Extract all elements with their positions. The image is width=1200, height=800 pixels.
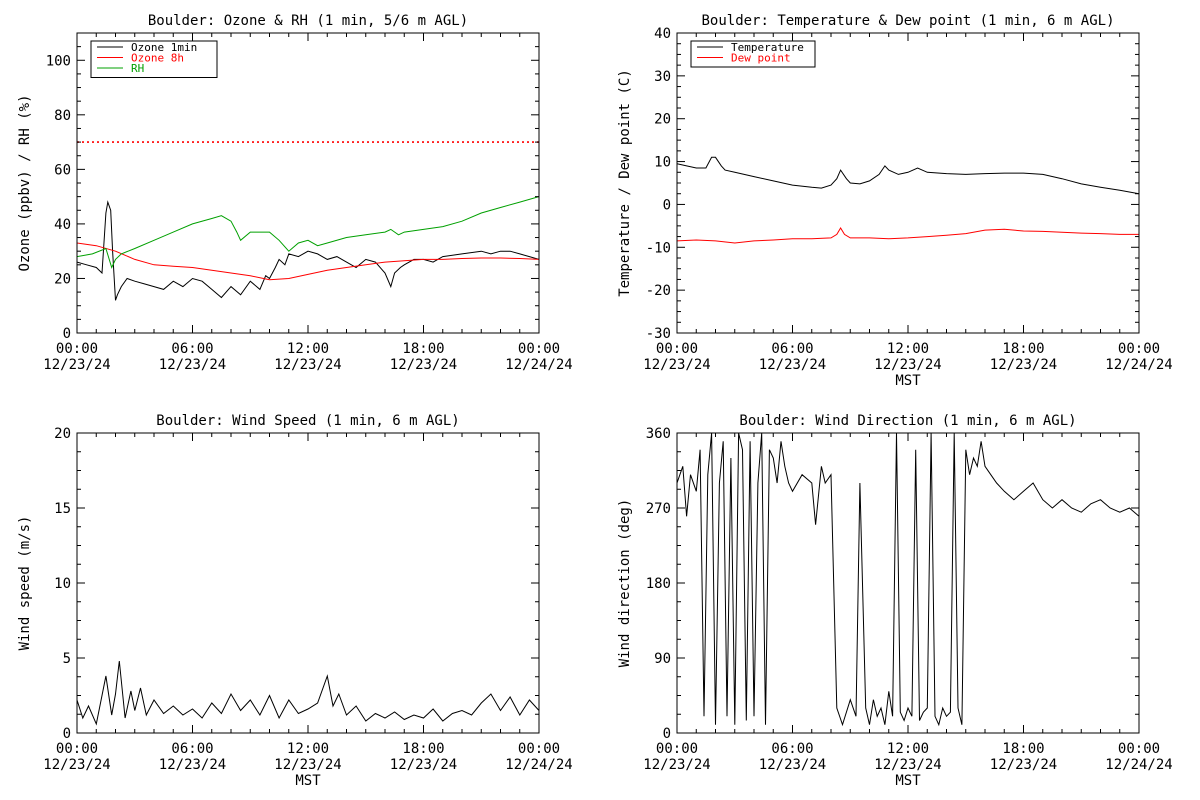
x-tick-label-date: 12/24/24 (1105, 757, 1172, 773)
x-tick-label-time: 12:00 (287, 741, 329, 757)
y-tick-label: 20 (54, 271, 71, 287)
y-tick-label: -10 (646, 240, 671, 256)
x-tick-label-time: 06:00 (171, 741, 213, 757)
x-tick-label-date: 12/23/24 (159, 357, 226, 373)
y-axis-label: Wind speed (m/s) (17, 516, 33, 651)
x-tick-label-date: 12/23/24 (643, 757, 710, 773)
x-tick-label-time: 06:00 (771, 341, 813, 357)
y-tick-label: -20 (646, 283, 671, 299)
y-tick-label: 180 (646, 576, 671, 592)
x-axis-label: MST (295, 773, 321, 789)
series-line-ozone-8h (77, 242, 539, 281)
y-axis-label: Wind direction (deg) (617, 499, 633, 668)
legend-label: Dew point (731, 52, 791, 65)
x-tick-label-date: 12/23/24 (990, 357, 1057, 373)
y-axis-label: Ozone (ppbv) / RH (%) (17, 94, 33, 271)
legend-label: RH (131, 62, 144, 75)
plot-frame (76, 432, 540, 734)
y-tick-label: 80 (54, 108, 71, 124)
y-tick-label: 0 (63, 326, 71, 342)
x-tick-label-date: 12/23/24 (759, 357, 826, 373)
y-tick-label: 10 (654, 155, 671, 171)
x-tick-label-date: 12/23/24 (759, 757, 826, 773)
x-tick-label-time: 00:00 (656, 341, 698, 357)
x-tick-label-time: 12:00 (887, 741, 929, 757)
x-tick-label-date: 12/23/24 (643, 357, 710, 373)
series-line-ozone-1min (77, 200, 539, 301)
y-tick-label: 40 (654, 26, 671, 42)
chart-title: Boulder: Ozone & RH (1 min, 5/6 m AGL) (148, 13, 468, 29)
y-tick-label: 0 (663, 726, 671, 742)
x-tick-label-time: 18:00 (402, 741, 444, 757)
x-tick-label-date: 12/23/24 (874, 757, 941, 773)
legend-label: Temperature (731, 41, 804, 54)
x-tick-label-date: 12/23/24 (874, 357, 941, 373)
plot-frame (676, 32, 1140, 334)
panel-ozone-rh: Boulder: Ozone & RH (1 min, 5/6 m AGL) 0 2… (17, 13, 573, 373)
chart-title: Boulder: Temperature & Dew point (1 min,… (701, 13, 1114, 29)
x-tick-label-date: 12/23/24 (990, 757, 1057, 773)
series-line-temperature (677, 156, 1139, 195)
panel-wind-direction: Boulder: Wind Direction (1 min, 6 m AGL)… (617, 413, 1173, 789)
x-tick-label-time: 00:00 (56, 341, 98, 357)
y-tick-label: 270 (646, 501, 671, 517)
y-tick-label: 60 (54, 162, 71, 178)
y-tick-label: 15 (54, 501, 71, 517)
x-tick-label-date: 12/24/24 (1105, 357, 1172, 373)
chart-title: Boulder: Wind Speed (1 min, 6 m AGL) (156, 413, 459, 429)
y-tick-label: 30 (654, 69, 671, 85)
y-axis-label: Temperature / Dew point (C) (617, 69, 633, 297)
x-tick-label-time: 12:00 (287, 341, 329, 357)
panel-wind-speed: Boulder: Wind Speed (1 min, 6 m AGL) 0 5 10… (17, 413, 573, 789)
chart-title: Boulder: Wind Direction (1 min, 6 m AGL) (739, 413, 1076, 429)
x-tick-label-time: 18:00 (1002, 741, 1044, 757)
y-tick-label: 10 (54, 576, 71, 592)
legend-label: Ozone 1min (131, 41, 197, 54)
x-tick-label-time: 18:00 (402, 341, 444, 357)
x-tick-label-date: 12/23/24 (274, 757, 341, 773)
x-tick-label-date: 12/24/24 (505, 757, 572, 773)
y-tick-label: 5 (63, 651, 71, 667)
legend-label: Ozone 8h (131, 52, 184, 65)
x-tick-label-date: 12/23/24 (274, 357, 341, 373)
x-tick-label-date: 12/23/24 (390, 357, 457, 373)
x-tick-label-time: 06:00 (171, 341, 213, 357)
x-tick-label-time: 00:00 (56, 741, 98, 757)
y-tick-label: 360 (646, 426, 671, 442)
x-axis-label: MST (895, 373, 921, 389)
x-tick-label-time: 18:00 (1002, 341, 1044, 357)
y-tick-label: 20 (54, 426, 71, 442)
x-tick-label-date: 12/23/24 (43, 357, 110, 373)
x-tick-label-time: 06:00 (771, 741, 813, 757)
y-tick-label: 0 (663, 197, 671, 213)
x-tick-label-time: 00:00 (518, 741, 560, 757)
series-line-rh (77, 196, 539, 269)
x-tick-label-time: 00:00 (518, 341, 560, 357)
x-axis-label: MST (895, 773, 921, 789)
x-tick-label-time: 00:00 (656, 741, 698, 757)
y-tick-label: 100 (46, 53, 71, 69)
x-tick-label-date: 12/23/24 (390, 757, 457, 773)
x-tick-label-date: 12/23/24 (43, 757, 110, 773)
x-tick-label-time: 00:00 (1118, 341, 1160, 357)
x-tick-label-date: 12/24/24 (505, 357, 572, 373)
y-tick-label: 40 (54, 217, 71, 233)
series-line-dew-point (677, 227, 1139, 244)
y-tick-label: 0 (63, 726, 71, 742)
x-tick-label-time: 00:00 (1118, 741, 1160, 757)
y-tick-label: -30 (646, 326, 671, 342)
x-tick-label-time: 12:00 (887, 341, 929, 357)
panel-temperature-dewpoint: Boulder: Temperature & Dew point (1 min,… (617, 13, 1173, 389)
y-tick-label: 90 (654, 651, 671, 667)
x-tick-label-date: 12/23/24 (159, 757, 226, 773)
series-line-0 (677, 433, 1139, 727)
series-line-0 (77, 660, 539, 726)
y-tick-label: 20 (654, 112, 671, 128)
